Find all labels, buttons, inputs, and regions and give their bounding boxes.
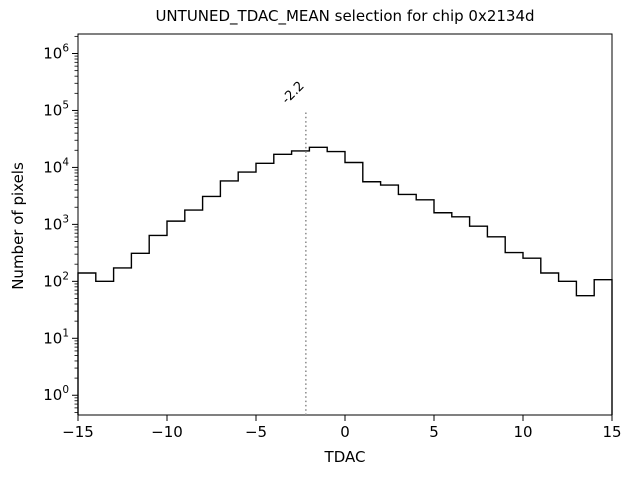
y-tick-label: 105 xyxy=(43,99,69,119)
x-tick-label: 15 xyxy=(602,423,621,441)
x-ticks: −15 −10 −5 0 5 10 15 xyxy=(62,415,622,441)
x-tick-label: 10 xyxy=(513,423,532,441)
y-tick-label: 106 xyxy=(43,43,69,63)
y-axis-label: Number of pixels xyxy=(9,162,27,290)
y-tick-label: 101 xyxy=(43,327,69,347)
x-tick-label: −5 xyxy=(245,423,267,441)
y-tick-label: 103 xyxy=(43,213,69,233)
x-axis-label: TDAC xyxy=(324,448,366,466)
x-tick-label: −15 xyxy=(62,423,94,441)
x-tick-label: −10 xyxy=(151,423,183,441)
histogram-step-line xyxy=(77,146,613,415)
y-tick-label: 100 xyxy=(43,384,69,404)
x-tick-label: 5 xyxy=(429,423,439,441)
axes-frame xyxy=(77,33,613,416)
chart-title: UNTUNED_TDAC_MEAN selection for chip 0x2… xyxy=(155,7,535,25)
y-ticks: 100 101 102 103 104 105 106 xyxy=(43,43,78,404)
mean-annotation: -2.2 xyxy=(279,79,308,108)
y-tick-label: 104 xyxy=(43,156,69,176)
x-tick-label: 0 xyxy=(340,423,350,441)
y-tick-label: 102 xyxy=(43,270,69,290)
y-minor-ticks xyxy=(74,35,78,413)
